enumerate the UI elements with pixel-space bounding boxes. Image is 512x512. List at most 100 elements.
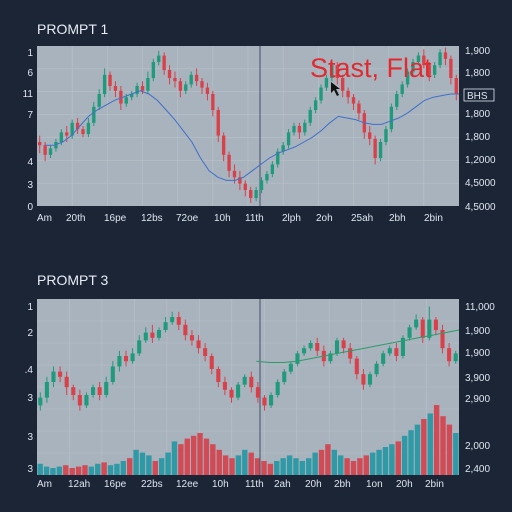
candle-body xyxy=(97,387,102,395)
y-tick-left-2-3: 3 xyxy=(27,393,33,404)
candle-body xyxy=(315,343,320,351)
volume-bar xyxy=(114,463,120,475)
candle-body xyxy=(184,84,188,91)
volume-bar xyxy=(293,458,299,475)
x-tick-2-8: 20h xyxy=(305,479,322,490)
volume-bar xyxy=(446,424,453,475)
volume-bar xyxy=(171,441,178,475)
volume-bar xyxy=(254,458,261,475)
candle-body xyxy=(232,170,237,178)
candle-body xyxy=(189,335,194,341)
candle-body xyxy=(354,358,359,375)
volume-bar xyxy=(146,455,152,475)
volume-bar xyxy=(107,465,114,475)
candle-body xyxy=(38,142,42,146)
candle-body xyxy=(97,94,101,107)
volume-bar xyxy=(299,461,306,475)
volume-bar xyxy=(127,458,133,475)
candle-body xyxy=(270,164,275,174)
candle-body xyxy=(265,174,269,181)
volume-bar xyxy=(37,463,43,475)
candle-body xyxy=(454,78,458,94)
x-axis-2: Am 12ah 16pe 22bs 12ee 10h 11th 2ah 20h … xyxy=(37,479,444,490)
candle-body xyxy=(438,52,442,66)
volume-bar xyxy=(152,461,158,475)
candle-body xyxy=(394,348,399,356)
candle-body xyxy=(262,397,267,406)
candle-body xyxy=(440,330,445,349)
y-tick-left-1-3: 7 xyxy=(27,110,33,121)
candle-body xyxy=(276,151,280,165)
candle-body xyxy=(381,353,386,364)
candle-body xyxy=(119,90,123,104)
candle-body xyxy=(387,348,392,354)
candle-body xyxy=(282,371,287,382)
candle-body xyxy=(189,74,193,85)
candle-body xyxy=(367,374,373,385)
candle-body xyxy=(205,87,210,94)
candle-body xyxy=(170,317,175,323)
volume-bar xyxy=(184,438,190,475)
volume-bar xyxy=(389,444,395,475)
x-tick-2-11: 20h xyxy=(396,479,413,490)
volume-bar xyxy=(261,461,267,475)
candle-body xyxy=(275,382,280,395)
x-tick-1-3: 12bs xyxy=(141,213,163,224)
candle-body xyxy=(229,389,234,398)
candle-body xyxy=(302,348,307,354)
candles-1 xyxy=(38,47,458,203)
x-tick-1-11: 2bin xyxy=(424,213,443,224)
volume-bar xyxy=(43,466,50,475)
candle-body xyxy=(373,138,377,158)
candle-body xyxy=(44,382,49,398)
candle-body xyxy=(162,55,166,70)
y-tick-right-2-6: 2,400 xyxy=(465,464,490,475)
volume-bar xyxy=(158,458,165,475)
candle-body xyxy=(427,65,431,75)
y-axis-right-2: 11,000 1,900 1,900 3,900 2,900 2,000 2,4… xyxy=(465,302,495,475)
candle-body xyxy=(414,319,419,328)
y-tick-left-1-6: 0 xyxy=(27,202,33,213)
candle-body xyxy=(236,384,241,398)
cursor-arrow-icon xyxy=(331,82,340,96)
candle-body xyxy=(110,366,115,382)
candle-body xyxy=(216,110,220,136)
candle-body xyxy=(38,397,43,406)
candle-body xyxy=(269,395,274,406)
candle-body xyxy=(178,81,183,91)
annotation-text: Stast, Flat xyxy=(310,53,432,83)
y-tick-left-1-4: 4 xyxy=(27,157,33,168)
candle-body xyxy=(124,97,128,104)
candle-body xyxy=(351,97,356,104)
candle-body xyxy=(348,348,353,359)
volume-bar xyxy=(408,430,414,475)
volume-bar xyxy=(248,452,254,475)
volume-bar xyxy=(88,466,95,475)
y-tick-right-1-5: 4,5000 xyxy=(465,178,496,189)
x-tick-2-9: 2bh xyxy=(334,479,351,490)
volume-bar xyxy=(267,463,274,475)
volume-bar xyxy=(331,449,338,475)
candle-body xyxy=(43,145,47,155)
x-tick-2-7: 2ah xyxy=(274,479,291,490)
volume-bar xyxy=(229,458,235,475)
volume-bar xyxy=(338,455,344,475)
candle-body xyxy=(81,129,85,134)
volume-bar xyxy=(63,465,69,475)
y-tick-left-2-4: 3 xyxy=(27,432,33,443)
y-tick-right-2-1: 1,900 xyxy=(465,326,490,337)
volume-bar xyxy=(50,468,56,475)
y-axis-left-1: 1 6 11 7 4 3 0 xyxy=(23,48,34,213)
candle-body xyxy=(400,337,405,356)
price-badge-text: BHS xyxy=(467,91,488,102)
x-tick-2-4: 12ee xyxy=(176,479,199,490)
candle-body xyxy=(281,145,285,152)
x-tick-2-3: 22bs xyxy=(141,479,163,490)
candle-body xyxy=(71,387,76,395)
volume-bar xyxy=(222,455,229,475)
volume-bar xyxy=(139,452,146,475)
y-tick-left-2-1: 2 xyxy=(27,328,33,339)
candle-body xyxy=(211,94,215,110)
candle-body xyxy=(420,319,425,338)
